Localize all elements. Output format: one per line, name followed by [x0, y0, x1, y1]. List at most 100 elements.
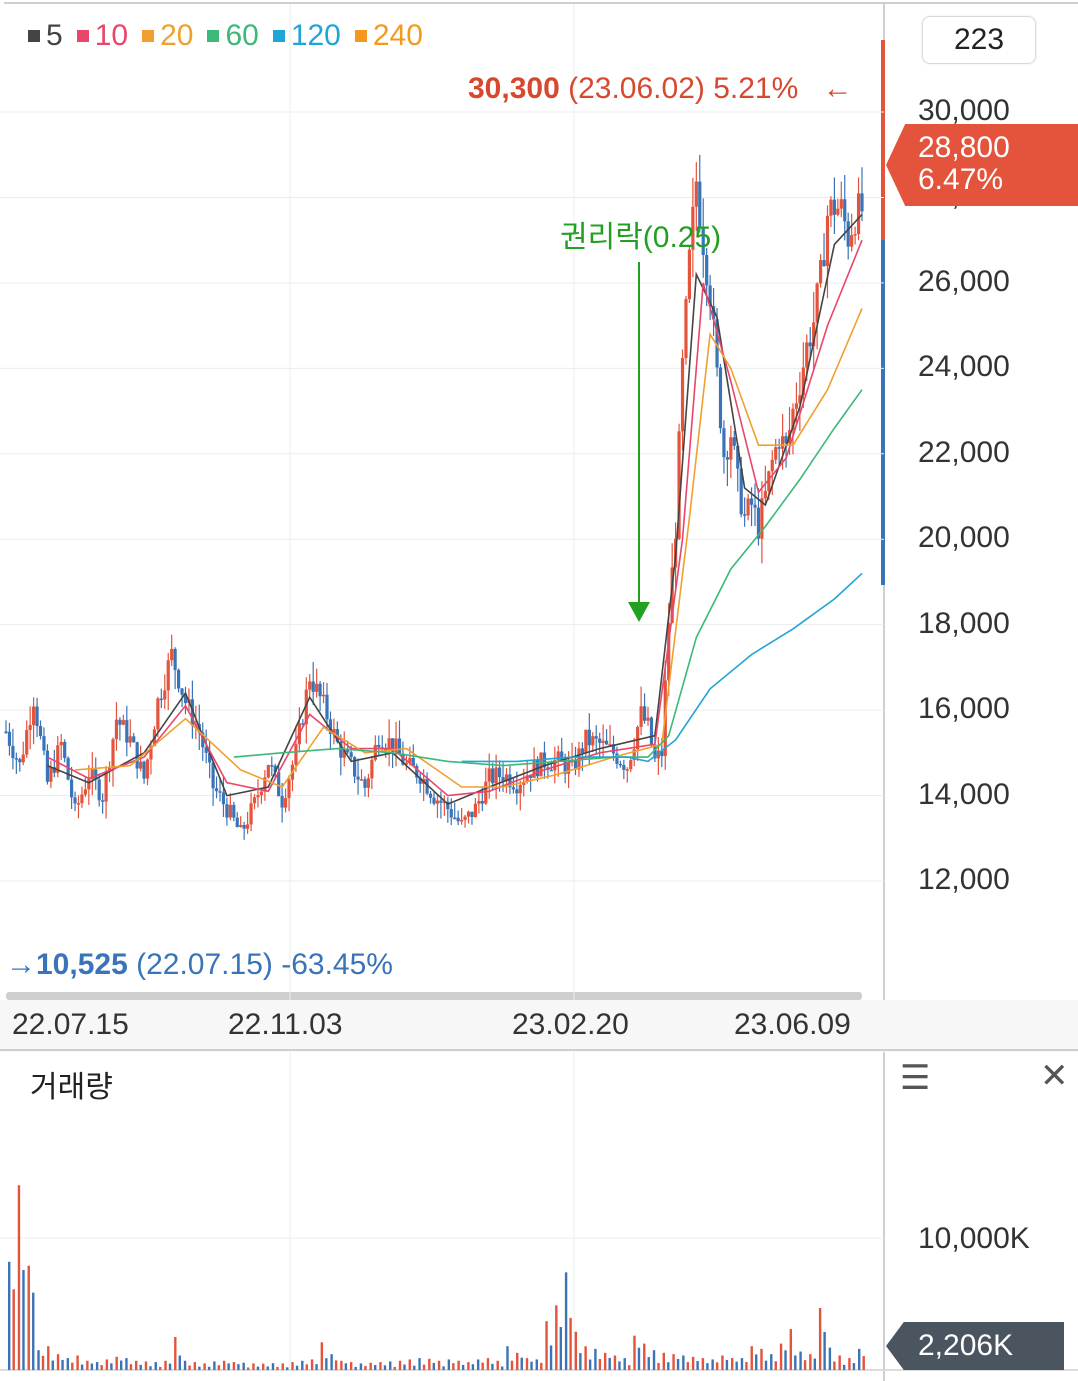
candle-body [611, 744, 616, 754]
period-input[interactable]: 223 [922, 16, 1036, 64]
candle-body [408, 757, 412, 763]
volume-bar [574, 1331, 578, 1370]
candle-body [822, 260, 826, 267]
volume-bar [584, 1346, 587, 1370]
candle-body [287, 779, 291, 799]
volume-bar [330, 1354, 333, 1370]
candle-body [815, 283, 819, 323]
volume-bar [662, 1352, 665, 1370]
candle-body [525, 775, 529, 782]
current-price-tag: 28,800 6.47% [886, 124, 1078, 206]
volume-bar [119, 1360, 123, 1370]
ma-line-120 [461, 572, 863, 763]
price-tick-label: 14,000 [918, 777, 1010, 811]
low-date: (22.07.15) [136, 948, 273, 981]
volume-bar [232, 1362, 236, 1370]
candle-body [784, 436, 788, 444]
candle-body [38, 725, 43, 737]
legend-label-ma20: 20 [160, 19, 194, 52]
volume-bar [520, 1357, 523, 1370]
candle-body [249, 803, 253, 825]
candle-body [121, 720, 125, 725]
volume-bar [725, 1359, 729, 1370]
candle-body [221, 792, 226, 805]
volume-bar [774, 1361, 777, 1370]
volume-bar [676, 1358, 680, 1370]
volume-bar [364, 1366, 367, 1370]
close-icon[interactable]: ✕ [1040, 1057, 1069, 1095]
candle-body [522, 781, 526, 785]
volume-bar [422, 1364, 426, 1370]
candle-body [176, 669, 181, 689]
candle-body [839, 199, 843, 209]
volume-bar [549, 1345, 553, 1370]
price-tick-label: 18,000 [918, 606, 1010, 640]
price-tick-label: 24,000 [918, 350, 1010, 384]
candle-body [11, 745, 15, 759]
candle-body [501, 777, 505, 782]
volume-bar [457, 1360, 460, 1370]
candle-body [66, 757, 70, 780]
volume-bar [310, 1359, 314, 1370]
volume-bar [291, 1362, 294, 1370]
price-tick-label: 30,000 [918, 94, 1010, 127]
chart-scrollbar[interactable] [6, 992, 862, 1000]
candle-body [856, 193, 861, 235]
legend-ma60[interactable]: 60 [207, 19, 259, 53]
volume-bar [486, 1358, 490, 1370]
candle-body [173, 648, 177, 670]
legend-ma5[interactable]: 5 [28, 19, 63, 53]
candle-body [349, 752, 353, 758]
candle-body [770, 459, 774, 472]
candle-body [69, 779, 74, 798]
candle-body [608, 744, 612, 746]
legend-ma20[interactable]: 20 [142, 19, 193, 53]
volume-bar [603, 1352, 607, 1370]
volume-bar [340, 1360, 343, 1370]
candle-body [736, 445, 740, 469]
candle-body [725, 457, 729, 460]
volume-bar [696, 1361, 699, 1370]
candle-body [687, 249, 692, 300]
volume-bar [764, 1360, 768, 1370]
legend-ma10[interactable]: 10 [76, 19, 128, 53]
volume-bar [516, 1352, 519, 1370]
legend-ma120[interactable]: 120 [272, 19, 341, 53]
candle-body [777, 447, 781, 449]
high-pct: 5.21% [713, 72, 799, 105]
candle-body [484, 781, 488, 804]
range-indicator-down [881, 240, 885, 585]
candle-body [52, 767, 56, 773]
candle-body [328, 719, 333, 734]
volume-bar [90, 1363, 94, 1370]
candle-body [756, 507, 761, 539]
volume-bar [320, 1342, 324, 1370]
candle-body [836, 208, 840, 215]
volume-bar [344, 1363, 348, 1370]
volume-bar [740, 1358, 744, 1370]
candle-body [411, 757, 415, 766]
candle-body [111, 739, 115, 769]
candle-body [439, 800, 443, 803]
candle-body [604, 740, 609, 745]
candle-body [850, 235, 854, 247]
candle-body [653, 744, 657, 759]
volume-bar [784, 1350, 787, 1370]
high-price: 30,300 [468, 72, 560, 105]
volume-bar [144, 1361, 148, 1370]
candle-body [805, 342, 809, 368]
volume-bar [354, 1366, 357, 1370]
legend-label-ma120: 120 [290, 19, 341, 52]
grid [0, 4, 884, 1370]
legend-ma240[interactable]: 240 [354, 19, 423, 53]
candle-body [114, 719, 119, 740]
candle-body [584, 729, 588, 754]
volume-bar [207, 1366, 211, 1370]
volume-bar [437, 1360, 441, 1370]
volume-bar [41, 1355, 45, 1370]
menu-icon[interactable]: ☰ [900, 1059, 931, 1097]
candle-body [432, 797, 436, 804]
volume-bar [105, 1359, 109, 1370]
